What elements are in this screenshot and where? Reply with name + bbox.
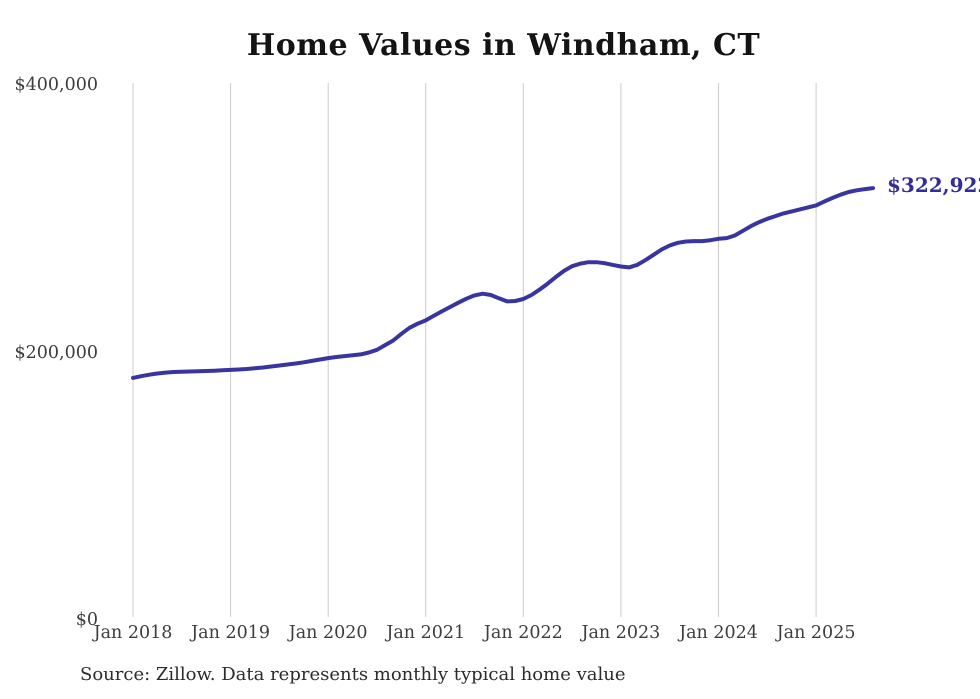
x-axis-tick-label: Jan 2018 <box>93 623 173 643</box>
y-axis-tick-label: $0 <box>75 610 98 630</box>
x-axis-tick-label: Jan 2021 <box>386 623 466 643</box>
x-axis-tick-label: Jan 2020 <box>288 623 368 643</box>
latest-value-label: $322,922 <box>887 173 980 197</box>
chart-title: Home Values in Windham, CT <box>246 28 761 63</box>
y-axis-tick-label: $400,000 <box>14 75 98 95</box>
x-axis-tick-label: Jan 2024 <box>679 623 758 643</box>
home-value-line <box>131 186 875 380</box>
x-axis-tick-label: Jan 2023 <box>581 623 661 643</box>
x-axis-tick-label: Jan 2025 <box>776 623 856 643</box>
x-axis-tick-label: Jan 2022 <box>483 623 563 643</box>
x-axis-tick-label: Jan 2019 <box>191 623 270 643</box>
y-axis-tick-label: $200,000 <box>14 342 98 363</box>
source-note: Source: Zillow. Data represents monthly … <box>80 664 626 685</box>
